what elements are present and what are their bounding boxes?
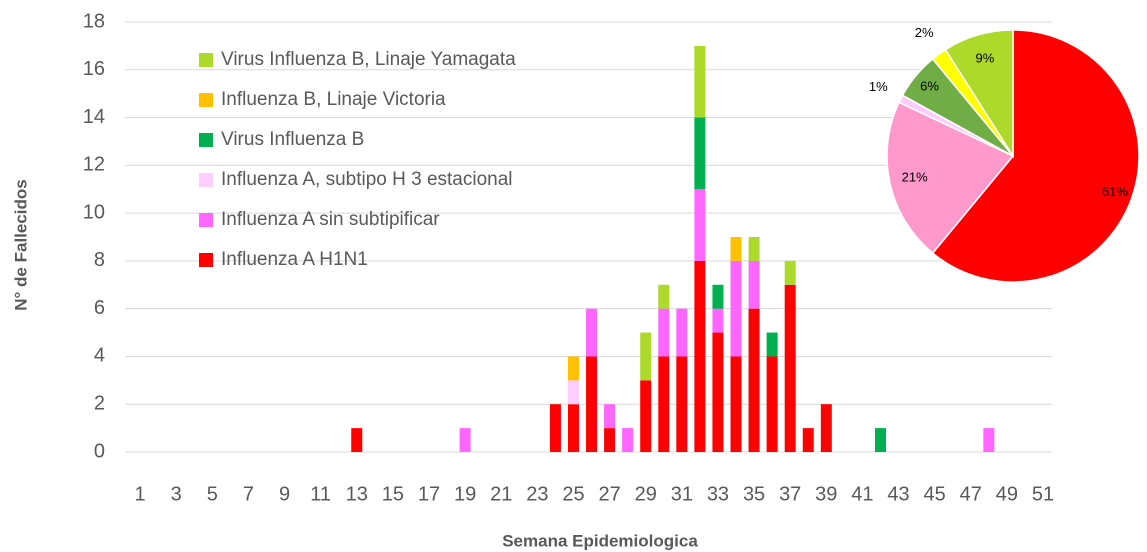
x-axis-title: Semana Epidemiologica [502, 531, 698, 550]
x-tick-label: 21 [490, 483, 512, 505]
bar-segment [640, 332, 652, 381]
x-tick-label: 43 [887, 483, 909, 505]
bar-segment [694, 260, 706, 452]
x-tick-label: 41 [851, 483, 873, 505]
bar-segment [658, 356, 670, 452]
bar-segment [802, 428, 814, 452]
x-tick-label: 27 [598, 483, 620, 505]
x-tick-label: 47 [960, 483, 982, 505]
x-tick-label: 19 [454, 483, 476, 505]
x-tick-label: 13 [346, 483, 368, 505]
bar-segment [640, 380, 652, 452]
x-tick-label: 1 [134, 483, 145, 505]
bar-segment [586, 356, 598, 452]
bar-segment [712, 332, 724, 452]
legend-label: Influenza B, Linaje Victoria [221, 89, 446, 110]
y-tick-label: 12 [83, 154, 105, 176]
x-tick-label: 31 [671, 483, 693, 505]
x-tick-label: 23 [526, 483, 548, 505]
pie-label: 9% [975, 51, 994, 66]
bar-segment [784, 260, 796, 285]
legend-swatch [199, 93, 213, 107]
legend-label: Virus Influenza B, Linaje Yamagata [221, 49, 516, 70]
bar-segment [694, 189, 706, 261]
x-tick-label: 35 [743, 483, 765, 505]
x-tick-label: 9 [279, 483, 290, 505]
bar-segment [351, 428, 363, 452]
legend-label: Influenza A H1N1 [221, 249, 368, 270]
pie-label: 61% [1102, 184, 1128, 199]
x-tick-label: 51 [1032, 483, 1054, 505]
bar-segment [712, 308, 724, 333]
bar-segment [459, 428, 471, 452]
bar-segment [730, 260, 742, 357]
bar-segment [766, 332, 778, 357]
bar-segment [694, 117, 706, 190]
bar-segment [820, 404, 832, 452]
x-tick-label: 49 [996, 483, 1018, 505]
y-tick-label: 6 [94, 297, 105, 319]
bar-segment [567, 404, 579, 452]
legend-swatch [199, 173, 213, 187]
bar-segment [676, 308, 688, 357]
bar-segment [567, 380, 579, 405]
bar-segment [784, 284, 796, 452]
bar-segment [983, 428, 995, 452]
bar-segment [874, 428, 886, 452]
pie-slice [944, 29, 1014, 159]
pie-slice [886, 101, 1015, 255]
bar-segment [766, 356, 778, 452]
x-tick-label: 39 [815, 483, 837, 505]
bar-segment [658, 284, 670, 309]
x-tick-label: 5 [207, 483, 218, 505]
x-tick-label: 25 [562, 483, 584, 505]
x-tick-label: 17 [418, 483, 440, 505]
x-tick-label: 3 [171, 483, 182, 505]
y-tick-label: 4 [94, 345, 105, 367]
x-tick-label: 33 [707, 483, 729, 505]
bar-segment [730, 356, 742, 452]
legend-label: Influenza A, subtipo H 3 estacional [221, 169, 513, 190]
bar-segment [694, 45, 706, 118]
legend-label: Influenza A sin subtipificar [221, 209, 440, 230]
pie-label: 6% [920, 78, 939, 93]
pie-label: 21% [902, 169, 928, 184]
bar-segment [622, 428, 634, 452]
x-tick-label: 37 [779, 483, 801, 505]
bar-segment [567, 356, 579, 381]
y-tick-label: 10 [83, 201, 105, 223]
y-tick-label: 14 [83, 106, 105, 128]
bar-segment [712, 284, 724, 309]
x-tick-label: 29 [635, 483, 657, 505]
y-tick-label: 18 [83, 10, 105, 32]
y-tick-label: 16 [83, 58, 105, 80]
y-tick-label: 0 [94, 440, 105, 462]
legend-swatch [199, 53, 213, 67]
bar-segment [586, 308, 598, 357]
y-axis-title: N° de Fallecidos [11, 179, 30, 311]
x-tick-label: 15 [382, 483, 404, 505]
legend-swatch [199, 253, 213, 267]
legend-swatch [199, 213, 213, 227]
bar-segment [604, 404, 616, 429]
x-tick-label: 7 [243, 483, 254, 505]
y-tick-label: 8 [94, 249, 105, 271]
bar-segment [748, 308, 760, 452]
bar-segment [676, 356, 688, 452]
bar-segment [604, 428, 616, 452]
bar-segment [730, 237, 742, 261]
pie-slice [931, 29, 1140, 283]
bar-segment [658, 308, 670, 357]
bar-segment [748, 237, 760, 261]
y-tick-label: 2 [94, 393, 105, 415]
legend-label: Virus Influenza B [221, 129, 364, 150]
bar-segment [748, 260, 760, 309]
pie-label: 2% [915, 25, 934, 40]
x-tick-label: 45 [924, 483, 946, 505]
x-tick-label: 11 [310, 483, 331, 505]
pie-label: 1% [869, 79, 888, 94]
legend-swatch [199, 133, 213, 147]
bar-segment [549, 404, 561, 452]
